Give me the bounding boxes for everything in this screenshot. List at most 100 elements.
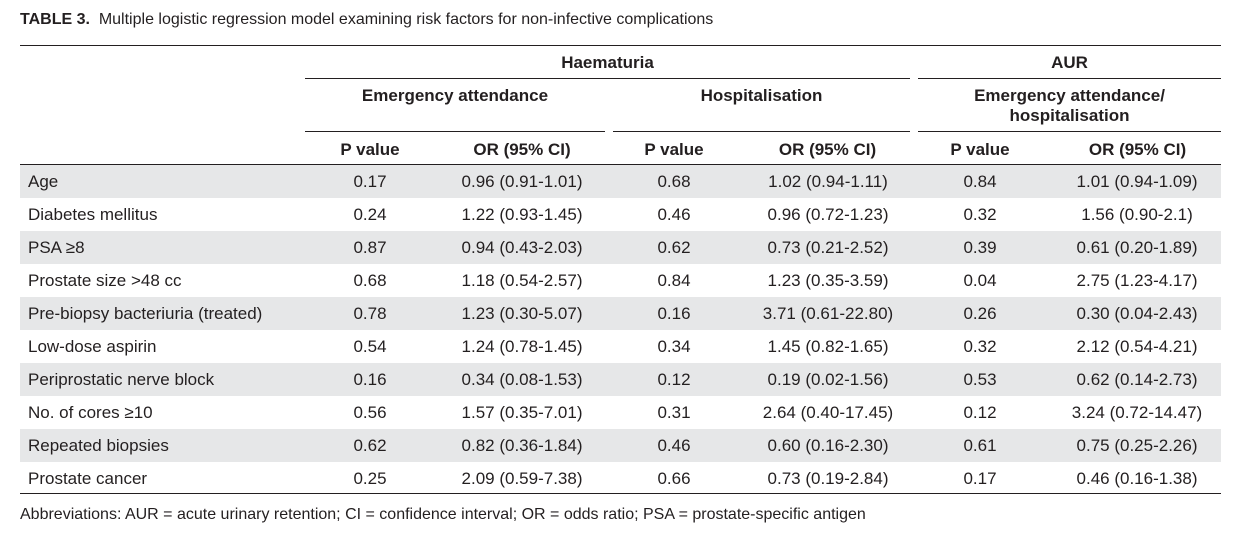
p-value-cell: 0.25 [353,469,387,488]
subheader-hospitalisation: Hospitalisation [700,86,823,105]
or-ci-cell: 0.73 (0.19-2.84) [767,469,889,488]
row-label: Age [28,172,59,191]
column-header-or-ci: OR (95% CI) [1088,140,1187,159]
p-value-cell: 0.12 [963,403,997,422]
bottom-rule [20,493,1221,494]
p-value-cell: 0.84 [657,271,691,290]
header-bottom-rule [20,164,1221,165]
row-label: PSA ≥8 [28,238,85,257]
column-header-or-ci: OR (95% CI) [473,140,571,159]
p-value-cell: 0.62 [657,238,691,257]
or-ci-cell: 0.30 (0.04-2.43) [1076,304,1198,323]
p-value-cell: 0.62 [353,436,387,455]
or-ci-cell: 0.96 (0.72-1.23) [767,205,889,224]
row-label: Prostate cancer [28,469,148,488]
table-row: Prostate cancer 0.25 2.09 (0.59-7.38) 0.66 0… [20,462,1221,495]
table-row: Age 0.17 0.96 (0.91-1.01) 0.68 1.02 (0.94-1.… [20,165,1221,198]
or-ci-cell: 0.73 (0.21-2.52) [767,238,889,257]
table-row: Periprostatic nerve block 0.16 0.34 (0.08-… [20,363,1221,396]
table-number: TABLE 3. [20,11,90,28]
or-ci-cell: 2.12 (0.54-4.21) [1076,337,1198,356]
p-value-cell: 0.17 [963,469,997,488]
row-label: No. of cores ≥10 [28,403,153,422]
table-row: Prostate size >48 cc 0.68 1.18 (0.54-2.57)… [20,264,1221,297]
or-ci-cell: 3.24 (0.72-14.47) [1071,403,1203,422]
p-value-cell: 0.24 [353,205,387,224]
p-value-cell: 0.68 [657,172,691,191]
or-ci-cell: 1.22 (0.93-1.45) [461,205,583,224]
p-value-cell: 0.53 [963,370,997,389]
p-value-cell: 0.87 [353,238,387,257]
p-value-cell: 0.17 [353,172,387,191]
or-ci-cell: 2.64 (0.40-17.45) [762,403,894,422]
column-header-p-value: P value [644,140,704,159]
row-label: Periprostatic nerve block [28,370,215,389]
group-header-haematuria: Haematuria [561,53,654,72]
p-value-cell: 0.34 [657,337,691,356]
table-title: TABLE 3. Multiple logistic regression mo… [20,11,713,29]
subheader-rule-hospitalisation [613,131,910,132]
subheader-rule-emergency [305,131,605,132]
or-ci-cell: 1.24 (0.78-1.45) [461,337,583,356]
row-label: Pre-biopsy bacteriuria (treated) [28,304,263,323]
table-row: No. of cores ≥10 0.56 1.57 (0.35-7.01) 0.31… [20,396,1221,429]
p-value-cell: 0.32 [963,337,997,356]
table-row: Repeated biopsies 0.62 0.82 (0.36-1.84) 0.4… [20,429,1221,462]
p-value-cell: 0.46 [657,205,691,224]
p-value-cell: 0.84 [963,172,997,191]
or-ci-cell: 1.57 (0.35-7.01) [461,403,583,422]
row-label: Repeated biopsies [28,436,169,455]
or-ci-cell: 3.71 (0.61-22.80) [762,304,894,323]
p-value-cell: 0.68 [353,271,387,290]
row-label: Prostate size >48 cc [28,271,182,290]
or-ci-cell: 1.01 (0.94-1.09) [1076,172,1198,191]
group-rule-aur [918,78,1221,79]
column-header-p-value: P value [340,140,400,159]
p-value-cell: 0.16 [657,304,691,323]
p-value-cell: 0.56 [353,403,387,422]
table-caption: Multiple logistic regression model exami… [98,11,714,28]
table-row: Diabetes mellitus 0.24 1.22 (0.93-1.45) 0.4… [20,198,1221,231]
p-value-cell: 0.16 [353,370,387,389]
or-ci-cell: 0.82 (0.36-1.84) [461,436,583,455]
p-value-cell: 0.46 [657,436,691,455]
table-row: Pre-biopsy bacteriuria (treated) 0.78 1.23… [20,297,1221,330]
or-ci-cell: 1.23 (0.35-3.59) [767,271,889,290]
subheader-aur-line2: hospitalisation [1009,106,1130,125]
or-ci-cell: 0.60 (0.16-2.30) [767,436,889,455]
or-ci-cell: 0.94 (0.43-2.03) [461,238,583,257]
or-ci-cell: 1.45 (0.82-1.65) [767,337,889,356]
p-value-cell: 0.61 [963,436,997,455]
group-header-aur: AUR [1051,53,1088,72]
or-ci-cell: 0.46 (0.16-1.38) [1076,469,1198,488]
subheader-rule-aur [918,131,1221,132]
or-ci-cell: 1.23 (0.30-5.07) [461,304,583,323]
subheader-emergency-attendance: Emergency attendance [361,86,549,105]
column-header-p-value: P value [950,140,1010,159]
subheader-aur-line1: Emergency attendance/ [974,86,1165,105]
table-row: Low-dose aspirin 0.54 1.24 (0.78-1.45) 0.34… [20,330,1221,363]
row-label: Low-dose aspirin [28,337,157,356]
or-ci-cell: 2.75 (1.23-4.17) [1076,271,1198,290]
p-value-cell: 0.31 [657,403,691,422]
table-row: PSA ≥8 0.87 0.94 (0.43-2.03) 0.62 0.73 (0.21… [20,231,1221,264]
or-ci-cell: 0.19 (0.02-1.56) [767,370,889,389]
group-rule-haematuria [305,78,910,79]
p-value-cell: 0.78 [353,304,387,323]
p-value-cell: 0.12 [657,370,691,389]
or-ci-cell: 1.02 (0.94-1.11) [768,172,888,191]
or-ci-cell: 0.34 (0.08-1.53) [461,370,583,389]
or-ci-cell: 0.75 (0.25-2.26) [1076,436,1198,455]
or-ci-cell: 0.62 (0.14-2.73) [1076,370,1198,389]
table-footnote: Abbreviations: AUR = acute urinary reten… [20,506,866,523]
column-header-or-ci: OR (95% CI) [778,140,877,159]
p-value-cell: 0.54 [353,337,387,356]
or-ci-cell: 2.09 (0.59-7.38) [461,469,583,488]
p-value-cell: 0.66 [657,469,691,488]
or-ci-cell: 1.56 (0.90-2.1) [1081,205,1193,224]
p-value-cell: 0.26 [963,304,997,323]
p-value-cell: 0.39 [963,238,997,257]
p-value-cell: 0.04 [963,271,997,290]
p-value-cell: 0.32 [963,205,997,224]
or-ci-cell: 1.18 (0.54-2.57) [461,271,583,290]
